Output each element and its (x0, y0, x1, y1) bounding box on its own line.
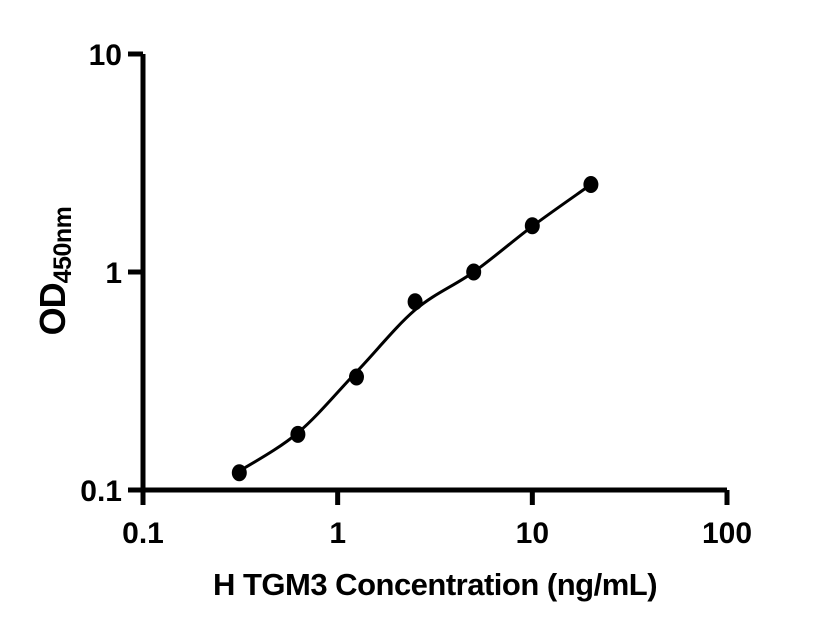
data-point (466, 263, 482, 281)
y-axis-tick-label: 10 (89, 39, 122, 72)
data-point (349, 368, 364, 386)
x-axis-tick-label: 100 (702, 517, 752, 550)
x-axis-tick-label: 1 (329, 517, 346, 550)
data-point (290, 425, 306, 443)
x-axis-title: H TGM3 Concentration (ng/mL) (212, 567, 658, 602)
data-point (583, 176, 599, 193)
axis-spines (140, 54, 727, 493)
y-axis-title-main: OD (32, 283, 73, 336)
data-point (231, 464, 247, 482)
y-axis-tick-label: 1 (105, 257, 122, 290)
y-axis-title: OD450nm (27, 121, 79, 421)
y-axis-tick-label: 0.1 (80, 475, 122, 508)
y-axis-title-subscript: 450nm (49, 206, 77, 284)
data-point (524, 217, 540, 235)
x-axis-tick-label: 10 (516, 517, 549, 550)
x-axis-tick-label: 0.1 (122, 517, 164, 550)
data-point (407, 293, 423, 311)
